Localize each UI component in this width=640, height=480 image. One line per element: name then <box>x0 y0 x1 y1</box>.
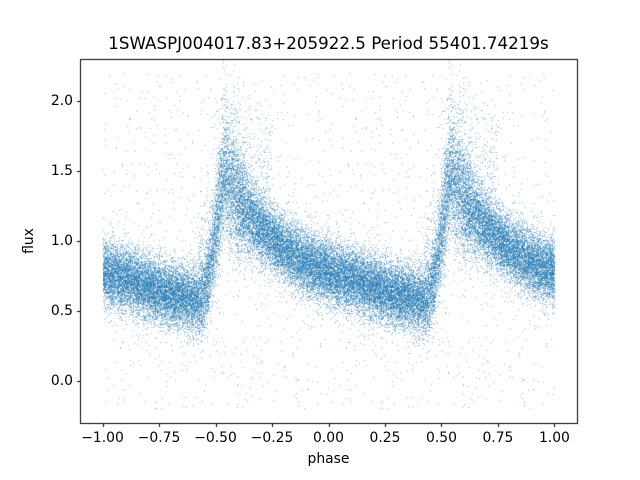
x-tick-label: −0.25 <box>250 430 294 446</box>
y-tick-label: 1.0 <box>50 233 73 249</box>
x-tick-label: 1.00 <box>538 430 570 446</box>
x-tick-label: 0.25 <box>369 430 401 446</box>
x-tick-label: 0.50 <box>425 430 457 446</box>
y-tick-label: 0.5 <box>50 303 73 319</box>
y-tick-label: 0.0 <box>50 373 73 389</box>
x-axis-label: phase <box>307 451 350 467</box>
x-tick-label: −0.75 <box>137 430 181 446</box>
chart-title: 1SWASPJ004017.83+205922.5 Period 55401.7… <box>108 33 549 53</box>
x-tick-label: −0.50 <box>194 430 237 446</box>
y-tick-label: 2.0 <box>50 93 73 109</box>
x-tick-label: 0.75 <box>482 430 514 446</box>
y-tick-label: 1.5 <box>50 163 73 179</box>
x-tick-label: −1.00 <box>81 430 124 446</box>
x-tick-label: 0.00 <box>313 430 344 446</box>
